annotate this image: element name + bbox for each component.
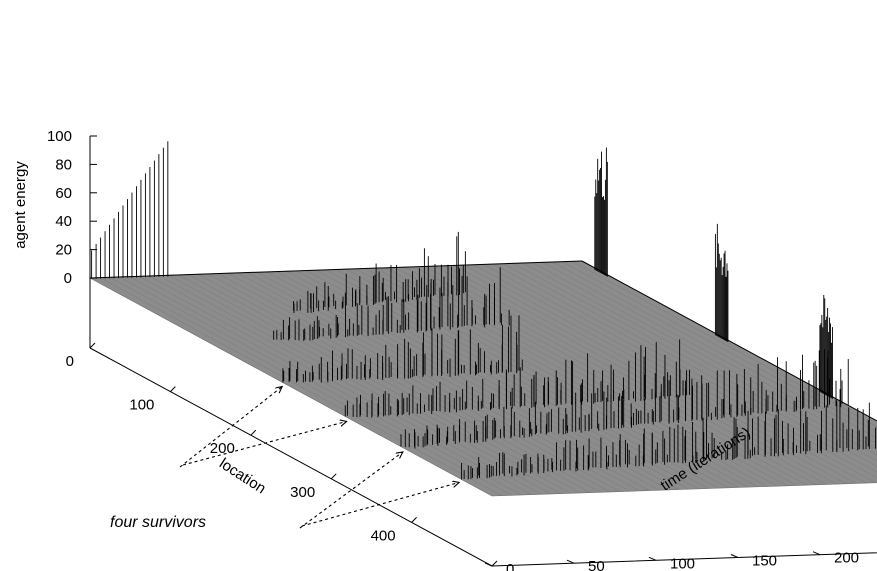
energy-surface [88,141,877,497]
y-tick-label: 150 [752,553,777,570]
mesh-line [473,264,876,483]
mesh-line [355,268,758,488]
survivor-arrows [179,387,459,529]
x-tick [330,473,337,480]
mesh-line [217,273,621,492]
y-tick [812,551,821,556]
mesh-line [267,271,670,491]
survivor-arrow [179,387,282,468]
mesh-line [365,268,768,487]
z-axis-label: agent energy [12,161,29,249]
mesh-line [109,277,512,496]
mesh-line [414,266,817,485]
mesh-line [168,275,571,494]
mesh-line [326,269,729,489]
mesh-line [119,276,522,496]
x-tick-label: 0 [66,353,74,370]
x-tick-label: 300 [290,484,315,501]
y-tick [566,559,575,564]
mesh-line [148,275,552,495]
mesh-line [335,269,739,488]
mesh-line [129,276,532,495]
x-tick [411,517,417,523]
mesh-line [424,266,827,485]
mesh-line [227,273,630,492]
y-tick [484,562,493,567]
y-tick-label: 100 [670,555,695,571]
mesh-line [306,270,709,489]
back-edge-left [89,260,583,279]
x-tick-label: 400 [371,527,396,544]
z-tick-label: 60 [55,185,72,202]
mesh-line [188,274,591,493]
x-tick [250,429,257,436]
z-tick-label: 80 [55,156,72,173]
x-tick-label: 100 [129,397,154,414]
z-tick-label: 40 [55,213,72,230]
mesh-line [139,276,542,495]
mesh-line [493,263,877,473]
y-tick [648,556,657,561]
mesh-line [532,262,877,450]
y-tick-label: 0 [506,561,514,571]
x-tick [491,560,498,567]
mesh-line [296,270,699,490]
mesh-line [158,275,561,494]
z-tick-label: 20 [55,242,72,259]
energy-spikes [91,141,877,480]
mesh-line [513,263,877,461]
mesh-line [562,261,877,433]
mesh-line [385,267,788,487]
mesh-line [542,262,877,444]
survivor-arrow [182,421,347,466]
mesh-line [572,261,877,427]
mesh-line [178,274,581,494]
tick-labels: 0204060801000100200300400500050100150200… [47,128,859,571]
mesh-line [503,263,877,467]
mesh-line [286,270,689,490]
mesh-line [345,268,748,488]
x-tick [89,342,96,349]
y-tick-label: 50 [588,558,605,571]
survivor-arrow [301,482,459,527]
x-tick [170,386,176,392]
y-tick-label: 200 [834,550,859,567]
mesh-line [207,273,611,493]
x-axis-label: location [216,455,269,497]
mesh-line [483,264,877,479]
mesh-line [257,272,660,491]
back-edge-right [581,260,877,422]
surface-plane [88,260,877,497]
mesh-line [276,271,680,490]
mesh-line [198,274,601,493]
mesh-line [552,261,877,439]
mesh-line [89,277,493,497]
mesh-line [237,272,640,492]
annotation-four-survivors: four survivors [110,514,206,531]
z-tick-label: 0 [64,270,72,287]
z-tick-label: 100 [47,128,72,145]
mesh-line [99,277,502,496]
surface-mesh [89,260,877,497]
x-tick-label: 200 [210,440,235,457]
y-tick [730,554,739,558]
mesh-line [247,272,650,491]
